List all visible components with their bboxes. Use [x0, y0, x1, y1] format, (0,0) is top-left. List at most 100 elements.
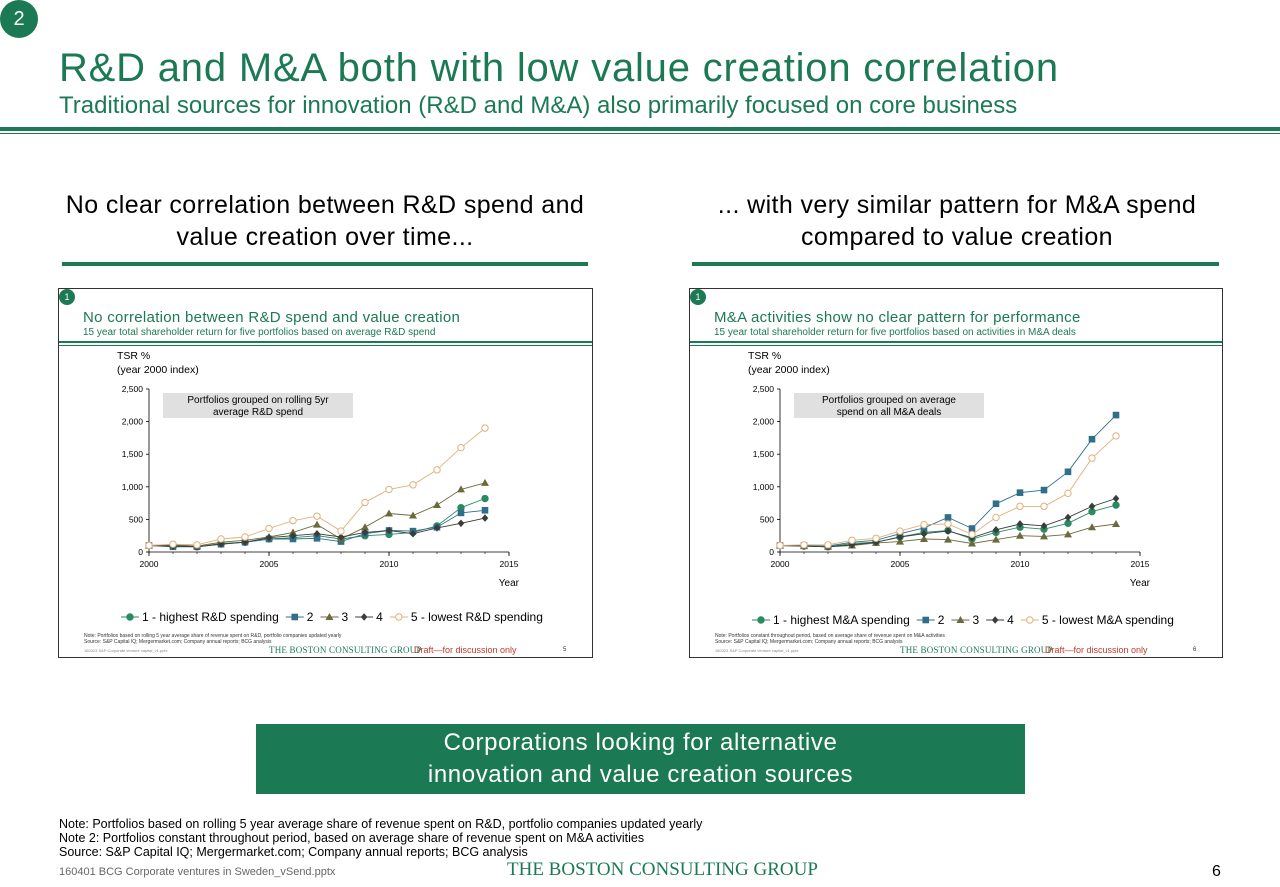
data-point	[433, 524, 441, 532]
data-point	[241, 533, 249, 541]
y-tick-label: 2,000	[122, 417, 144, 427]
data-point	[217, 535, 225, 543]
page-number: 6	[1212, 863, 1221, 880]
data-point	[1112, 411, 1120, 419]
data-point	[457, 519, 465, 528]
panel-rule-thin	[59, 345, 592, 346]
panel-subtitle: 15 year total shareholder return for fiv…	[714, 327, 1076, 338]
y-axis-label: TSR %	[748, 350, 781, 362]
data-point	[1040, 502, 1048, 511]
data-point	[1016, 489, 1024, 496]
rd-line-chart: TSR % (year 2000 index) 0 500 1,000 1,500 2,00…	[117, 350, 543, 624]
data-point	[291, 613, 299, 621]
slide-number-badge: 2	[0, 0, 38, 38]
panel-source: Source: S&P Capital IQ; Mergermarket.com…	[84, 639, 272, 645]
data-point	[848, 536, 856, 544]
data-point	[1040, 486, 1048, 494]
data-point	[457, 509, 465, 517]
data-point	[409, 481, 417, 489]
data-point	[241, 538, 249, 547]
data-point	[944, 520, 952, 528]
panel-title: M&A activities show no clear pattern for…	[714, 309, 1081, 326]
data-point	[1088, 435, 1096, 443]
data-point	[1026, 616, 1034, 624]
panel-file: 160323 S&P Corporate venture capital_v1.…	[84, 648, 168, 653]
panel-source: Source: S&P Capital IQ; Mergermarket.com…	[715, 639, 903, 645]
data-point	[360, 613, 368, 621]
data-point	[968, 530, 976, 539]
data-point	[968, 539, 976, 547]
y-tick-label: 2,500	[753, 384, 775, 394]
x-tick-label: 2000	[771, 559, 790, 569]
x-tick-label: 2005	[891, 559, 910, 569]
grouping-note-line2: spend on all M&A deals	[837, 407, 942, 418]
panel-file: 160323 S&P Corporate venture capital_v1.…	[715, 648, 799, 653]
y-tick-label: 1,500	[122, 449, 144, 459]
data-point	[992, 526, 1000, 534]
x-axis-label: Year	[499, 578, 520, 589]
note-ma: Note 2: Portfolios constant throughout p…	[59, 831, 645, 845]
data-point	[313, 535, 321, 542]
data-point	[481, 424, 489, 432]
y-tick-label: 1,000	[753, 482, 775, 492]
panel-rule	[690, 341, 1222, 343]
title-rule	[0, 127, 1280, 131]
x-tick-label: 2010	[1011, 559, 1030, 569]
data-point	[1112, 432, 1120, 440]
data-point	[289, 517, 297, 525]
panel-badge: 1	[59, 289, 75, 305]
ma-chart-panel: 1 M&A activities show no clear pattern f…	[689, 288, 1223, 658]
data-point	[481, 514, 489, 522]
source-note: Source: S&P Capital IQ; Mergermarket.com…	[59, 845, 528, 859]
x-axis-label: Year	[1130, 578, 1151, 589]
panel-brand: THE BOSTON CONSULTING GROUP	[269, 645, 422, 655]
grouping-note-line2: average R&D spend	[213, 407, 303, 418]
data-point	[872, 534, 880, 543]
legend-label: 4	[1007, 613, 1014, 627]
data-point	[1016, 502, 1024, 511]
data-point	[361, 528, 369, 537]
slide-title: R&D and M&A both with low value creation…	[59, 46, 1059, 90]
data-point	[824, 541, 832, 549]
data-point	[896, 537, 904, 545]
data-point	[1064, 513, 1072, 522]
conclusion-callout: Corporations looking for alternative inn…	[256, 724, 1025, 794]
data-point	[457, 485, 465, 493]
panel-brand: THE BOSTON CONSULTING GROUP	[900, 645, 1053, 655]
data-point	[1088, 502, 1096, 511]
data-point	[992, 500, 1000, 508]
data-point	[1112, 519, 1120, 527]
panel-rule-thin	[690, 345, 1222, 346]
data-point	[800, 541, 808, 549]
data-point	[1088, 523, 1096, 531]
panel-page-number: 6	[1193, 647, 1197, 653]
data-point	[1040, 532, 1048, 540]
panel-subtitle: 15 year total shareholder return for fiv…	[83, 327, 436, 338]
y-tick-label: 500	[129, 514, 143, 524]
y-axis-label-sub: (year 2000 index)	[748, 364, 830, 376]
ma-line-chart: TSR % (year 2000 index) 0 500 1,000 1,500 2,00…	[748, 350, 1174, 627]
data-point	[361, 523, 369, 531]
data-point	[385, 509, 393, 517]
data-point	[944, 535, 952, 543]
data-point	[409, 511, 417, 519]
y-tick-label: 2,500	[122, 384, 144, 394]
data-point	[1112, 501, 1120, 509]
data-point	[395, 613, 403, 621]
data-point	[1040, 522, 1048, 530]
data-point	[169, 540, 177, 548]
grouping-note-box	[163, 393, 353, 418]
data-point	[126, 613, 134, 621]
data-point	[956, 616, 965, 623]
data-point	[481, 478, 489, 486]
x-tick-label: 2015	[500, 559, 519, 569]
legend-label: 1 - highest M&A spending	[773, 613, 910, 627]
footer-filename: 160401 BCG Corporate ventures in Sweden_…	[59, 866, 336, 878]
x-tick-label: 2010	[380, 559, 399, 569]
data-point	[193, 541, 201, 549]
grouping-note-line1: Portfolios grouped on rolling 5yr	[187, 395, 329, 406]
right-heading-rule	[692, 262, 1219, 266]
data-point	[968, 525, 976, 532]
data-point	[920, 534, 928, 542]
legend-label: 5 - lowest R&D spending	[411, 610, 543, 624]
